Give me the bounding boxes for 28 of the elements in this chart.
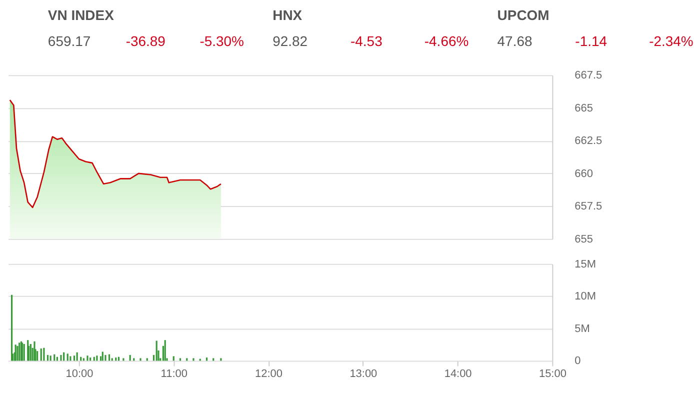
text: -1.14 [575,33,608,50]
y-tick-label: 10M [574,290,596,303]
text: -2.34% [649,33,694,50]
y-tick-label: 660 [574,168,593,180]
y-tick-label: 5M [574,322,590,335]
x-tick-label: 11:00 [160,368,188,380]
text: VN INDEX [48,7,115,24]
x-tick-label: 15:00 [538,368,566,380]
y-tick-label: 662.5 [574,135,602,148]
text: UPCOM [497,7,550,24]
text: 47.68 [497,33,532,50]
y-tick-label: 657.5 [574,200,602,213]
text: 92.82 [272,33,308,50]
y-tick-label: 15M [574,258,596,270]
x-tick-label: 10:00 [66,368,94,380]
y-tick-label: 665 [574,102,593,114]
text: HNX [272,7,303,24]
x-tick-label: 12:00 [255,368,282,380]
x-tick-label: 14:00 [444,368,472,380]
y-tick-label: 0 [574,355,581,368]
text: -4.66% [424,33,469,50]
text: 659.17 [48,33,91,50]
y-tick-label: 655 [574,233,593,246]
text: -5.30% [200,33,244,50]
text: -36.89 [126,33,166,50]
y-tick-label: 667.5 [574,70,602,82]
x-tick-label: 13:00 [350,368,378,380]
text: -4.53 [350,33,383,50]
